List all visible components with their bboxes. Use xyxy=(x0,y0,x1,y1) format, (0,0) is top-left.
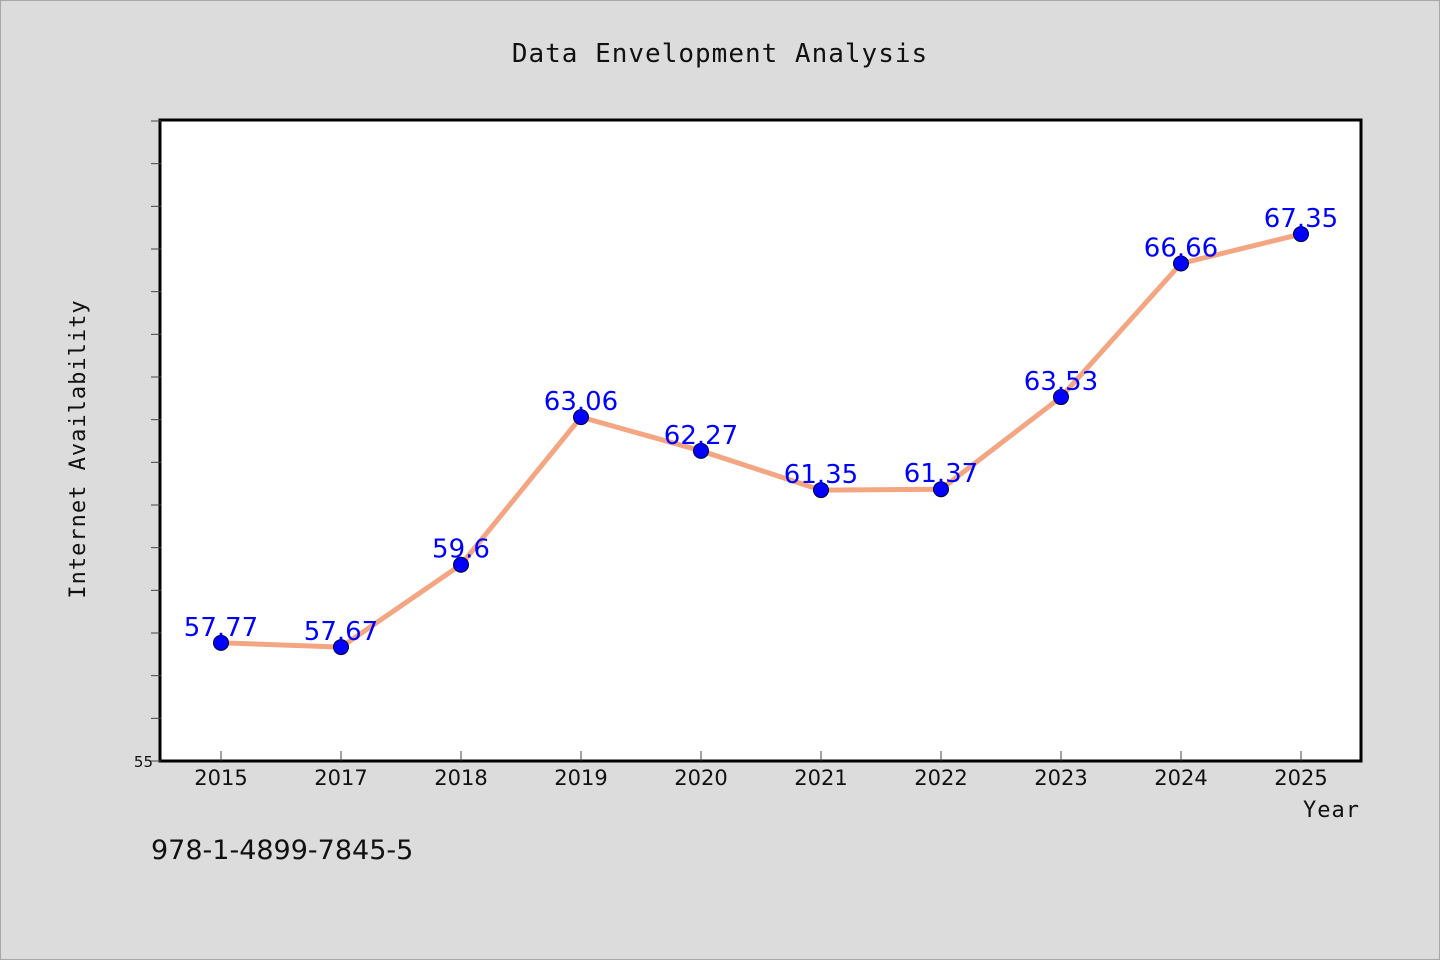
x-tick-label: 2017 xyxy=(314,766,367,790)
x-tick-label: 2018 xyxy=(434,766,487,790)
footer-note: 978-1-4899-7845-5 xyxy=(151,835,414,866)
data-markers xyxy=(213,226,1309,656)
data-label: 62.27 xyxy=(664,421,738,451)
x-tick-label: 2015 xyxy=(194,766,247,790)
data-label: 66.66 xyxy=(1144,234,1218,264)
x-tick-label: 2024 xyxy=(1154,766,1207,790)
chart-title: Data Envelopment Analysis xyxy=(512,39,928,69)
x-tick-label: 2020 xyxy=(674,766,727,790)
x-axis-ticks: 2015 2017 2018 2019 2020 2021 2022 2023 2024 2025 xyxy=(194,751,1328,790)
data-label: 57.67 xyxy=(304,617,378,647)
data-label: 61.37 xyxy=(904,459,978,489)
data-label: 63.53 xyxy=(1024,367,1098,397)
x-tick-label: 2021 xyxy=(794,766,847,790)
data-point xyxy=(693,442,709,459)
x-tick-label: 2025 xyxy=(1274,766,1327,790)
data-label: 59.6 xyxy=(432,535,490,565)
data-point xyxy=(1053,389,1069,406)
y-tick-label: 55 xyxy=(134,753,153,771)
x-axis-label: Year xyxy=(1303,798,1360,823)
data-label: 67.35 xyxy=(1264,204,1338,234)
data-point xyxy=(453,556,469,573)
data-point xyxy=(1293,226,1309,243)
data-label: 63.06 xyxy=(544,387,618,417)
x-tick-label: 2019 xyxy=(554,766,607,790)
data-labels: 57.77 57.67 59.6 63.06 62.27 61.35 61.37 63.53 6… xyxy=(184,204,1338,647)
plot-area xyxy=(158,118,1363,763)
data-point xyxy=(813,482,829,499)
data-point xyxy=(573,409,589,426)
data-point xyxy=(1173,255,1189,272)
x-tick-label: 2023 xyxy=(1034,766,1087,790)
x-tick-label: 2022 xyxy=(914,766,967,790)
data-point xyxy=(213,634,229,651)
y-axis-ticks: 55 xyxy=(134,120,161,771)
data-point xyxy=(933,481,949,498)
data-label: 61.35 xyxy=(784,460,858,490)
data-point xyxy=(333,639,349,656)
data-label: 57.77 xyxy=(184,613,258,643)
y-axis-label: Internet Availability xyxy=(66,299,91,598)
series-line xyxy=(218,231,1304,650)
